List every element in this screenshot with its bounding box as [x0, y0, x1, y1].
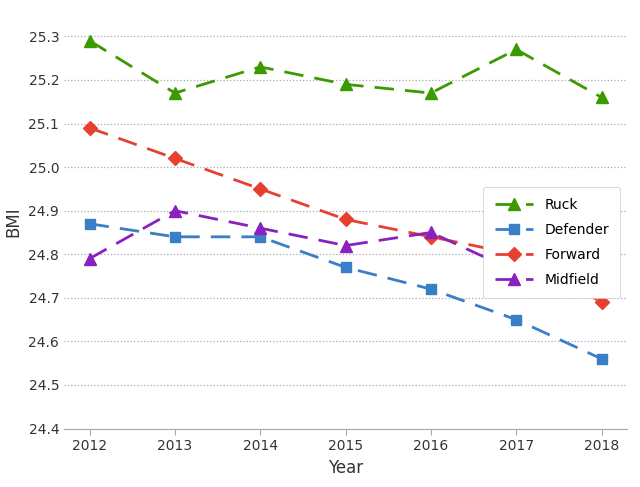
Midfield [427, 229, 435, 235]
Forward [513, 251, 520, 257]
Midfield [342, 243, 349, 248]
Defender [342, 264, 349, 270]
X-axis label: Year: Year [328, 459, 363, 477]
Forward [342, 217, 349, 223]
Ruck [427, 90, 435, 96]
Midfield [171, 208, 179, 214]
Ruck [598, 94, 605, 100]
Defender [513, 317, 520, 322]
Ruck [513, 47, 520, 53]
Defender [86, 221, 93, 226]
Line: Defender: Defender [84, 219, 607, 364]
Midfield [257, 225, 264, 231]
Defender [171, 234, 179, 240]
Y-axis label: BMI: BMI [5, 206, 23, 237]
Forward [257, 186, 264, 192]
Defender [257, 234, 264, 240]
Line: Ruck: Ruck [84, 35, 607, 103]
Ruck [342, 81, 349, 87]
Forward [598, 300, 605, 305]
Ruck [171, 90, 179, 96]
Forward [86, 125, 93, 131]
Line: Forward: Forward [84, 123, 607, 307]
Ruck [257, 64, 264, 70]
Line: Midfield: Midfield [84, 205, 607, 290]
Midfield [86, 256, 93, 262]
Forward [171, 155, 179, 161]
Defender [598, 356, 605, 362]
Defender [427, 286, 435, 292]
Midfield [513, 269, 520, 275]
Forward [427, 234, 435, 240]
Ruck [86, 38, 93, 44]
Legend: Ruck, Defender, Forward, Midfield: Ruck, Defender, Forward, Midfield [483, 187, 620, 298]
Midfield [598, 282, 605, 288]
